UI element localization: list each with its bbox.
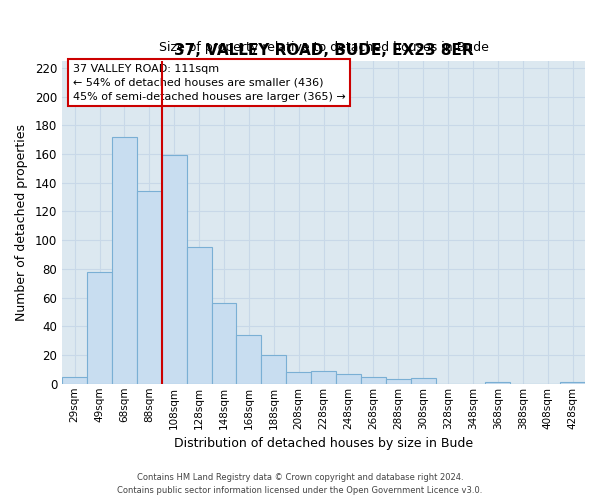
Bar <box>87 272 112 384</box>
Text: 37 VALLEY ROAD: 111sqm
← 54% of detached houses are smaller (436)
45% of semi-de: 37 VALLEY ROAD: 111sqm ← 54% of detached… <box>73 64 346 102</box>
Bar <box>62 376 87 384</box>
Bar <box>560 382 585 384</box>
Bar <box>386 380 411 384</box>
Bar <box>187 248 212 384</box>
Bar <box>286 372 311 384</box>
Bar <box>162 156 187 384</box>
Title: 37, VALLEY ROAD, BUDE, EX23 8ER: 37, VALLEY ROAD, BUDE, EX23 8ER <box>174 43 473 58</box>
Bar <box>137 192 162 384</box>
Bar <box>361 376 386 384</box>
X-axis label: Distribution of detached houses by size in Bude: Distribution of detached houses by size … <box>174 437 473 450</box>
Bar <box>112 137 137 384</box>
Y-axis label: Number of detached properties: Number of detached properties <box>15 124 28 320</box>
Bar <box>485 382 511 384</box>
Bar <box>336 374 361 384</box>
Bar <box>212 304 236 384</box>
Text: Contains HM Land Registry data © Crown copyright and database right 2024.
Contai: Contains HM Land Registry data © Crown c… <box>118 474 482 495</box>
Bar <box>311 371 336 384</box>
Text: Size of property relative to detached houses in Bude: Size of property relative to detached ho… <box>158 41 488 54</box>
Bar <box>262 355 286 384</box>
Bar <box>411 378 436 384</box>
Bar <box>236 335 262 384</box>
